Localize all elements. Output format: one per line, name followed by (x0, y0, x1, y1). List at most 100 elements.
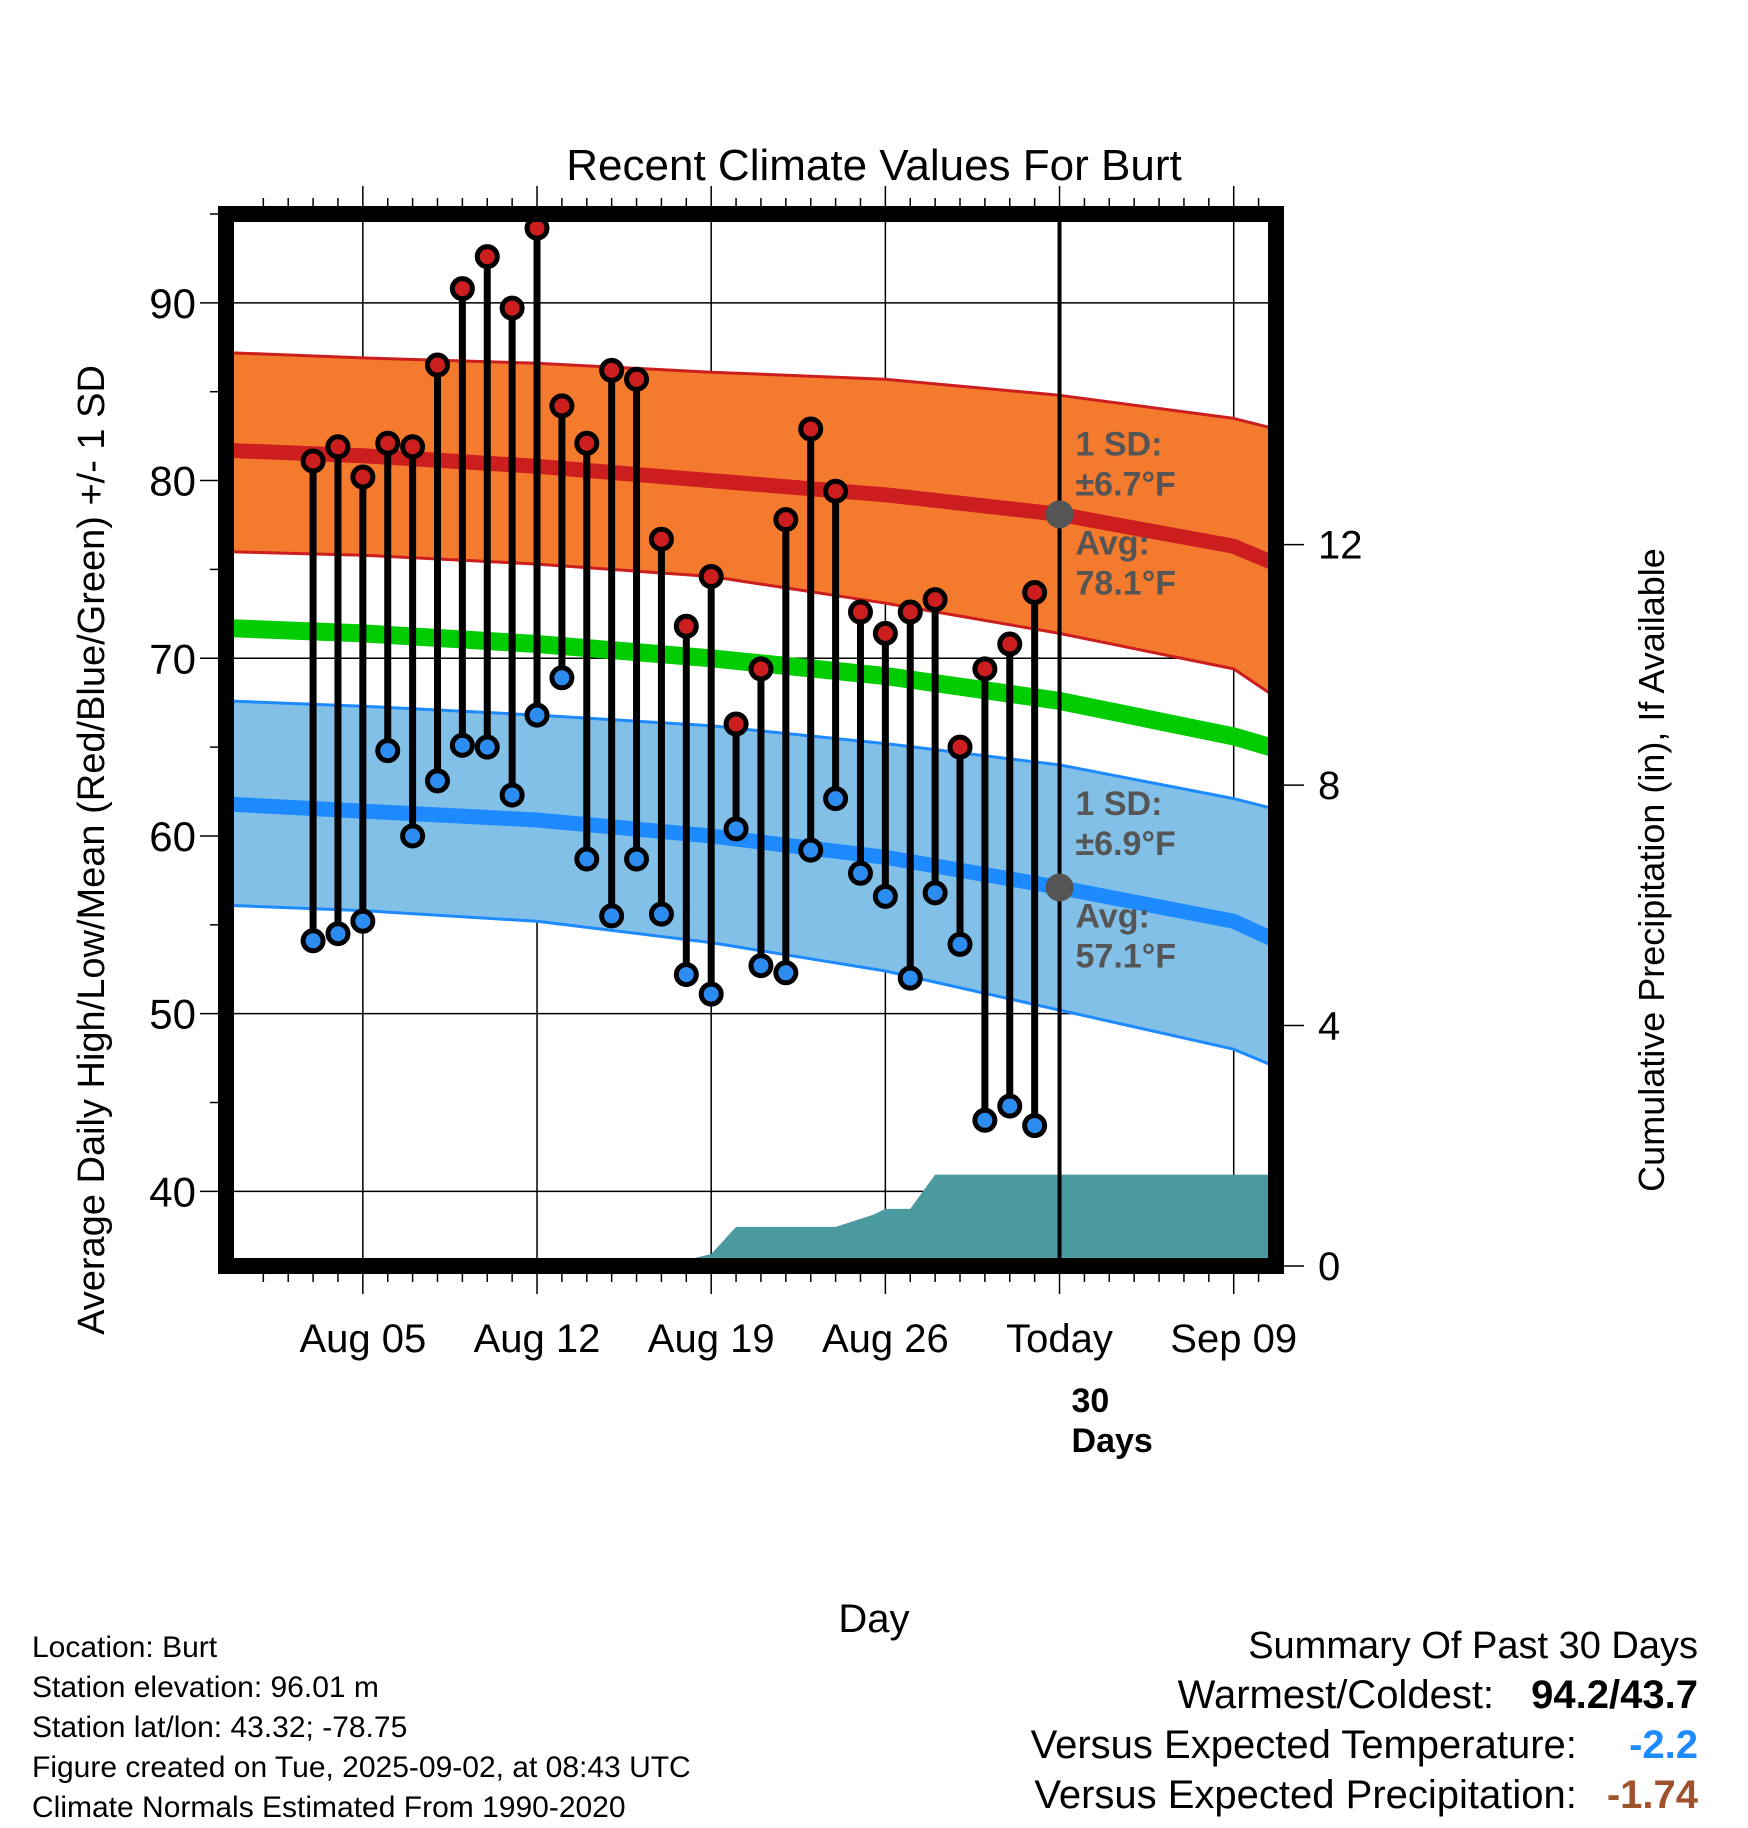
low-sd-lower-line (226, 903, 1276, 1069)
low-avg-label: Avg: (1076, 897, 1150, 935)
y-tick-label: 50 (149, 991, 196, 1038)
y2-tick-label: 8 (1318, 764, 1340, 808)
daily-high-point (897, 599, 923, 625)
summary-precipitation: Versus Expected Precipitation: -1.74 (1031, 1770, 1698, 1820)
daily-high-point (624, 366, 650, 392)
x-tick-label: Aug 05 (299, 1317, 426, 1361)
low-sd-band (226, 700, 1276, 1067)
normal-mean-line (226, 619, 1276, 758)
daily-low-point (300, 928, 326, 954)
x-tick-label: Sep 09 (1170, 1317, 1297, 1361)
y-tick-label: 40 (149, 1168, 196, 1215)
y-tick-label: 70 (149, 635, 196, 682)
daily-high-point (474, 244, 500, 270)
daily-low-point (524, 702, 550, 728)
warmest-coldest-label: Warmest/Coldest: (1177, 1673, 1495, 1717)
daily-low-point (549, 665, 575, 691)
latlon-text: Station lat/lon: 43.32; -78.75 (32, 1711, 408, 1744)
normals-text: Climate Normals Estimated From 1990-2020 (32, 1791, 626, 1824)
daily-low-point (325, 921, 351, 947)
daily-high-point (872, 620, 898, 646)
daily-high-point (1022, 580, 1048, 606)
daily-high-point (798, 416, 824, 442)
daily-low-point (424, 768, 450, 794)
daily-low-point (897, 965, 923, 991)
daily-high-point (773, 507, 799, 533)
daily-high-point (847, 599, 873, 625)
x-axis-label: Day (838, 1597, 909, 1641)
daily-high-point (997, 631, 1023, 657)
y2-tick-label: 4 (1318, 1005, 1340, 1049)
low-avg-value: 57.1°F (1076, 937, 1177, 975)
normal-high-avg-line (226, 442, 1276, 572)
plot-frame (218, 206, 1284, 1274)
daily-low-point (1022, 1113, 1048, 1139)
daily-low-point (474, 734, 500, 760)
x-tick-label: Aug 12 (474, 1317, 601, 1361)
y-axis-label: Average Daily High/Low/Mean (Red/Blue/Gr… (71, 365, 113, 1335)
window-label-30: 30 (1072, 1382, 1110, 1420)
daily-high-point (350, 464, 376, 490)
x-tick-label: Today (1006, 1317, 1113, 1361)
daily-low-point (748, 953, 774, 979)
high-avg-label: Avg: (1076, 524, 1150, 562)
daily-low-point (872, 883, 898, 909)
daily-high-point (499, 295, 525, 321)
temp-value: -2.2 (1629, 1723, 1698, 1767)
daily-high-point (748, 656, 774, 682)
daily-low-point (922, 880, 948, 906)
daily-low-point (698, 981, 724, 1007)
daily-high-point (823, 478, 849, 504)
daily-high-point (599, 357, 625, 383)
window-label-days: Days (1072, 1422, 1153, 1460)
daily-low-point (947, 931, 973, 957)
precip-area (599, 1174, 1276, 1266)
precip-label: Versus Expected Precipitation: (1034, 1773, 1577, 1817)
y-tick-label: 90 (149, 280, 196, 327)
daily-low-point (375, 738, 401, 764)
daily-high-point (375, 430, 401, 456)
daily-low-point (773, 960, 799, 986)
warmest-coldest-value: 94.2/43.7 (1531, 1673, 1698, 1717)
high-sd-lower-line (226, 550, 1276, 699)
high-sd-upper-line (226, 351, 1276, 431)
daily-high-point (449, 276, 475, 302)
daily-high-point (549, 393, 575, 419)
today-high-avg-marker (1045, 500, 1074, 529)
daily-high-point (673, 613, 699, 639)
elevation-text: Station elevation: 96.01 m (32, 1671, 379, 1704)
low-sd-value: ±6.9°F (1076, 825, 1176, 863)
station-info: Location: Burt Station elevation: 96.01 … (32, 1628, 691, 1828)
summary-warmest-coldest: Warmest/Coldest: 94.2/43.7 (1031, 1670, 1698, 1720)
low-sd-upper-line (226, 699, 1276, 811)
daily-high-point (424, 352, 450, 378)
daily-low-point (624, 846, 650, 872)
temp-label: Versus Expected Temperature: (1030, 1723, 1577, 1767)
daily-low-point (599, 903, 625, 929)
y2-axis-label: Cumulative Precipitation (in), If Availa… (1631, 548, 1672, 1192)
daily-high-point (947, 734, 973, 760)
daily-high-point (648, 526, 674, 552)
created-text: Figure created on Tue, 2025-09-02, at 08… (32, 1751, 691, 1784)
y2-tick-label: 12 (1318, 524, 1363, 568)
location-text: Location: Burt (32, 1631, 218, 1664)
daily-high-point (723, 711, 749, 737)
summary-panel: Summary Of Past 30 Days Warmest/Coldest:… (1031, 1622, 1698, 1820)
y-tick-label: 80 (149, 458, 196, 505)
high-sd-value: ±6.7°F (1076, 465, 1176, 503)
daily-low-point (972, 1107, 998, 1133)
daily-high-point (922, 587, 948, 613)
today-low-avg-marker (1045, 873, 1074, 902)
precip-value: -1.74 (1606, 1773, 1698, 1817)
daily-low-point (400, 823, 426, 849)
daily-low-point (449, 732, 475, 758)
x-tick-label: Aug 26 (822, 1317, 949, 1361)
daily-low-point (648, 901, 674, 927)
x-tick-label: Aug 19 (648, 1317, 775, 1361)
daily-high-point (972, 656, 998, 682)
plot-content (226, 215, 1276, 1266)
daily-low-point (847, 860, 873, 886)
daily-low-point (350, 908, 376, 934)
low-sd-label: 1 SD: (1076, 785, 1163, 823)
